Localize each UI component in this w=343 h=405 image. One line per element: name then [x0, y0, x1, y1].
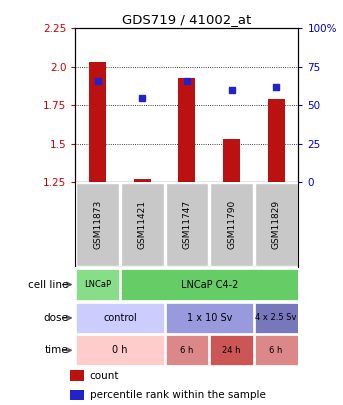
- Text: 6 h: 6 h: [180, 346, 193, 355]
- Bar: [70, 390, 84, 401]
- Text: GSM11873: GSM11873: [93, 200, 102, 249]
- Bar: [121, 183, 164, 266]
- Text: cell line: cell line: [28, 279, 69, 290]
- Bar: [255, 183, 297, 266]
- Text: control: control: [103, 313, 137, 323]
- Bar: [166, 335, 208, 365]
- Bar: [178, 78, 196, 182]
- Text: 0 h: 0 h: [112, 345, 128, 355]
- Text: LNCaP: LNCaP: [84, 280, 111, 289]
- Text: 6 h: 6 h: [270, 346, 283, 355]
- Text: GSM11790: GSM11790: [227, 200, 236, 249]
- Bar: [89, 62, 106, 182]
- Bar: [166, 183, 208, 266]
- Bar: [134, 179, 151, 182]
- Text: 4 x 2.5 Sv: 4 x 2.5 Sv: [256, 313, 297, 322]
- Text: GSM11421: GSM11421: [138, 200, 147, 249]
- Text: percentile rank within the sample: percentile rank within the sample: [90, 390, 265, 400]
- Bar: [121, 269, 297, 301]
- Bar: [255, 335, 297, 365]
- Text: GSM11829: GSM11829: [272, 200, 281, 249]
- Text: time: time: [45, 345, 69, 355]
- Bar: [223, 139, 240, 182]
- Text: count: count: [90, 371, 119, 381]
- Title: GDS719 / 41002_at: GDS719 / 41002_at: [122, 13, 251, 26]
- Bar: [76, 183, 119, 266]
- Text: 24 h: 24 h: [222, 346, 241, 355]
- Bar: [76, 269, 119, 301]
- Bar: [70, 370, 84, 381]
- Bar: [255, 303, 297, 333]
- Text: dose: dose: [44, 313, 69, 323]
- Bar: [210, 183, 253, 266]
- Text: GSM11747: GSM11747: [182, 200, 191, 249]
- Text: 1 x 10 Sv: 1 x 10 Sv: [187, 313, 232, 323]
- Text: LNCaP C4-2: LNCaP C4-2: [180, 279, 238, 290]
- Bar: [166, 303, 253, 333]
- Bar: [210, 335, 253, 365]
- Bar: [268, 99, 285, 182]
- Bar: [76, 303, 164, 333]
- Bar: [76, 335, 164, 365]
